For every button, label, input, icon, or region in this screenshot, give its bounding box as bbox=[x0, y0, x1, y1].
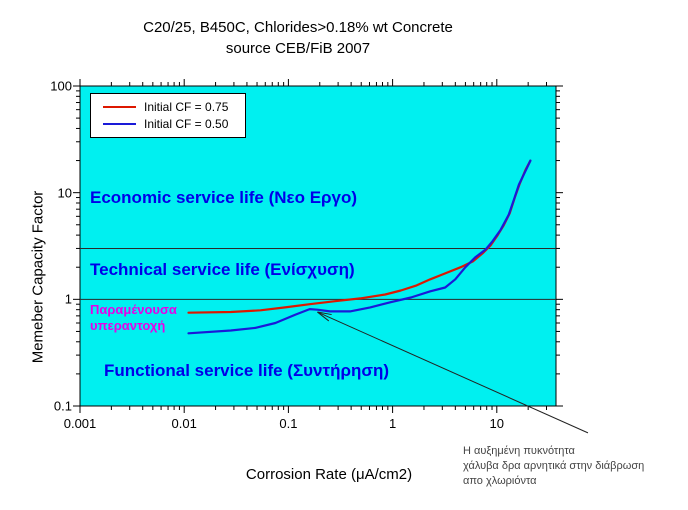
x-tick-label-0.01: 0.01 bbox=[171, 416, 197, 431]
x-tick-label-1: 1 bbox=[388, 416, 397, 431]
y-axis-label: Memeber Capacity Factor bbox=[29, 190, 47, 364]
note-arrow-line bbox=[317, 311, 589, 434]
annotation-economic-service-life: Economic service life (Νεο Εργο) bbox=[90, 188, 358, 207]
series-line-1 bbox=[187, 159, 532, 335]
legend-item-cf050: Initial CF = 0.50 bbox=[91, 117, 245, 131]
y-tick-label-0.1: 0.1 bbox=[53, 398, 72, 414]
y-tick-label-10: 10 bbox=[57, 185, 72, 201]
y-tick-label-100: 100 bbox=[50, 78, 72, 94]
chart-title: C20/25, B450C, Chlorides>0.18% wt Concre… bbox=[60, 17, 536, 59]
annotation-residual-overstrength: Παραμένουσα υπεραντοχή bbox=[90, 302, 177, 333]
legend-label-cf075: Initial CF = 0.75 bbox=[144, 100, 229, 114]
x-tick-label-0.1: 0.1 bbox=[279, 416, 298, 431]
annotation-technical-service-life: Technical service life (Ενίσχυση) bbox=[90, 260, 355, 279]
note-chloride-corrosion: Η αυξημένη πυκνότητα χάλυβα δρα αρνητικά… bbox=[463, 445, 645, 487]
x-tick-label-10: 10 bbox=[489, 416, 505, 431]
x-tick-label-0.001: 0.001 bbox=[63, 416, 97, 431]
legend-item-cf075: Initial CF = 0.75 bbox=[91, 100, 245, 114]
legend-line-red bbox=[103, 106, 136, 108]
chart-title-line-1: C20/25, B450C, Chlorides>0.18% wt Concre… bbox=[143, 19, 453, 36]
note-arrow-head bbox=[317, 311, 332, 316]
legend-line-blue bbox=[103, 123, 136, 125]
note-arrow-head bbox=[317, 311, 330, 322]
plot-frame bbox=[79, 85, 557, 407]
legend-label-cf050: Initial CF = 0.50 bbox=[144, 117, 229, 131]
legend: Initial CF = 0.75 Initial CF = 0.50 bbox=[90, 93, 246, 138]
x-axis-label: Corrosion Rate (μA/cm2) bbox=[245, 466, 413, 483]
chart-title-line-2: source CEB/FiB 2007 bbox=[225, 40, 371, 57]
y-tick-label-1: 1 bbox=[64, 291, 72, 307]
annotation-functional-service-life: Functional service life (Συντήρηση) bbox=[104, 361, 390, 380]
